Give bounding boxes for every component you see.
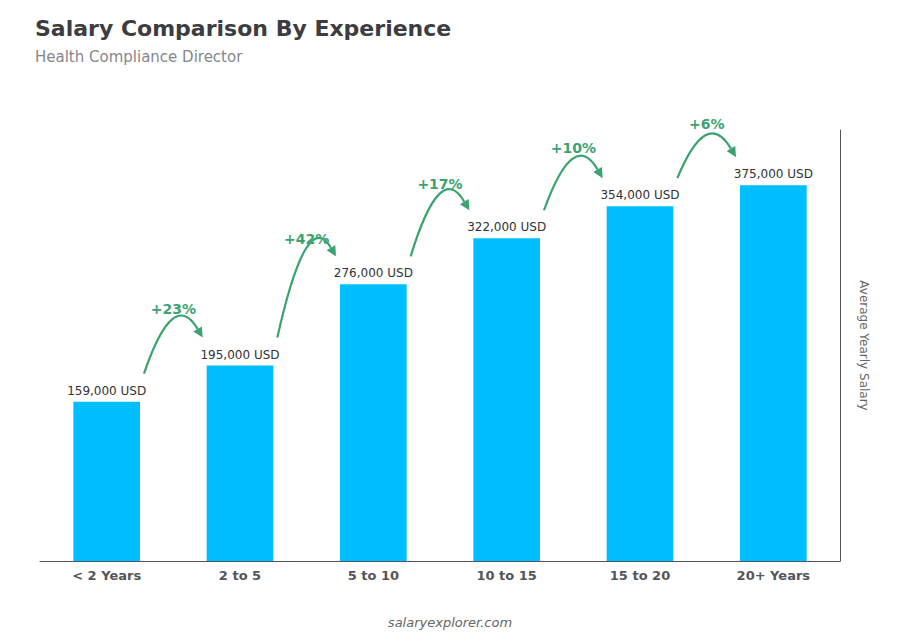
svg-text:5 to 10: 5 to 10: [348, 568, 399, 583]
svg-text:10 to 15: 10 to 15: [476, 568, 536, 583]
svg-text:+17%: +17%: [417, 176, 462, 192]
svg-text:Salary Comparison By Experienc: Salary Comparison By Experience: [35, 16, 451, 41]
svg-text:354,000 USD: 354,000 USD: [600, 188, 679, 202]
svg-text:15 to 20: 15 to 20: [610, 568, 670, 583]
svg-text:2 to 5: 2 to 5: [219, 568, 261, 583]
svg-text:< 2 Years: < 2 Years: [72, 568, 141, 583]
svg-text:Health Compliance Director: Health Compliance Director: [35, 48, 243, 66]
svg-text:salaryexplorer.com: salaryexplorer.com: [388, 615, 512, 630]
svg-text:+10%: +10%: [551, 140, 596, 156]
svg-text:+6%: +6%: [689, 116, 725, 132]
svg-text:375,000 USD: 375,000 USD: [734, 167, 813, 181]
svg-text:159,000 USD: 159,000 USD: [67, 384, 146, 398]
svg-text:195,000 USD: 195,000 USD: [200, 348, 279, 362]
svg-text:+42%: +42%: [284, 231, 329, 247]
svg-text:322,000 USD: 322,000 USD: [467, 220, 546, 234]
svg-text:+23%: +23%: [151, 301, 196, 317]
svg-text:Average Yearly Salary: Average Yearly Salary: [857, 280, 871, 410]
svg-text:20+ Years: 20+ Years: [737, 568, 811, 583]
svg-text:276,000 USD: 276,000 USD: [334, 266, 413, 280]
